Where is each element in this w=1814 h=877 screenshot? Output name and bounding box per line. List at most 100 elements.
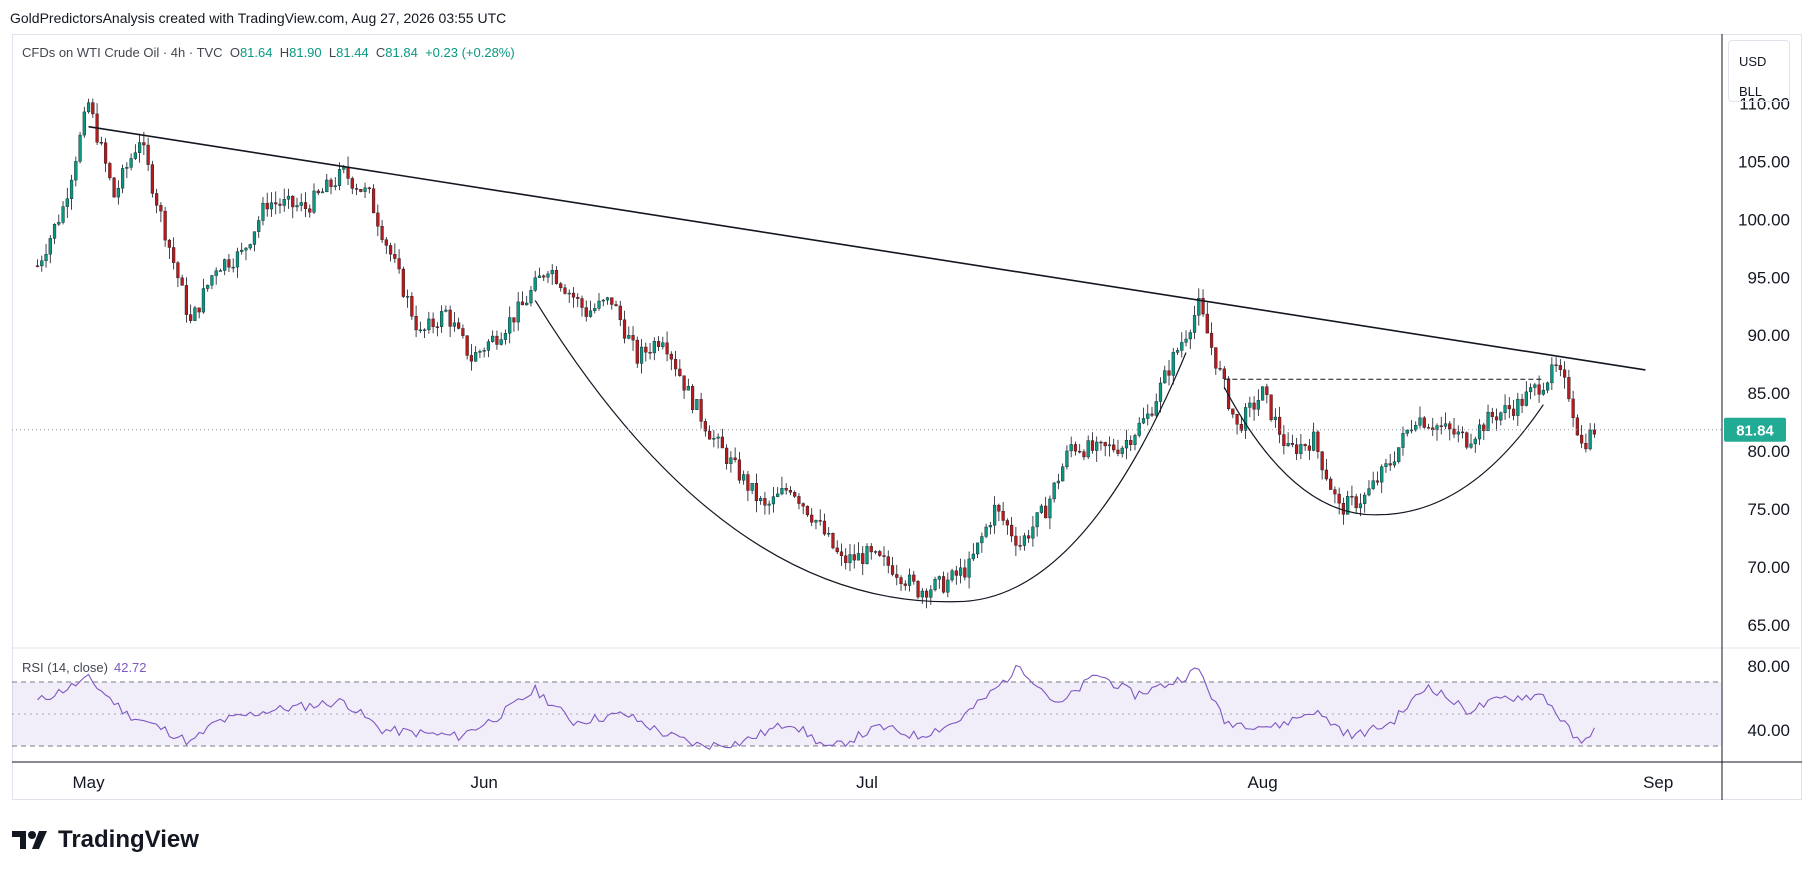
candle-body: [1014, 535, 1018, 546]
candle-body: [529, 290, 533, 304]
candle-body: [1188, 332, 1192, 340]
price-chart[interactable]: 110.00 105.00 100.00 95.00 90.00 85.00 80.00 75…: [0, 0, 1814, 800]
candle-body: [218, 270, 223, 272]
candle-body: [682, 375, 686, 391]
candle-body: [1320, 451, 1324, 471]
candle-body: [627, 335, 631, 339]
candle-body: [1299, 444, 1303, 454]
candle-body: [440, 311, 444, 327]
candle-body: [269, 202, 274, 210]
candle-body: [393, 254, 397, 259]
candle-body: [1473, 438, 1477, 445]
candle-body: [1048, 498, 1052, 519]
candle-body: [771, 496, 776, 505]
tradingview-logo-icon: [12, 831, 47, 849]
candle-body: [763, 498, 767, 506]
candle-body: [1082, 451, 1086, 458]
candle-body: [367, 187, 371, 190]
candle-body: [1324, 469, 1329, 480]
unit-bll[interactable]: BLL: [1739, 84, 1763, 99]
candle-body: [1001, 511, 1005, 521]
candle-body: [1252, 402, 1256, 410]
candle-body: [1486, 411, 1490, 432]
candle-body: [133, 152, 137, 159]
candle-body: [1107, 444, 1112, 447]
candle-body: [878, 551, 882, 556]
candle-body: [116, 187, 120, 198]
candle-body: [1346, 496, 1350, 515]
candle-body: [65, 198, 69, 207]
candle-body: [690, 386, 695, 410]
candle-body: [988, 525, 992, 528]
candle-body: [452, 322, 456, 327]
open-label: O: [229, 45, 240, 60]
candle-body: [1584, 443, 1588, 450]
candle-body: [1563, 369, 1567, 378]
candle-body: [873, 551, 878, 553]
candle-body: [644, 346, 648, 353]
candle-body: [550, 270, 554, 275]
candle-body: [291, 195, 295, 208]
descending-trendline: [88, 125, 1646, 371]
rsi-legend: RSI (14, close) 42.72: [22, 660, 147, 675]
candle-body: [1167, 370, 1171, 376]
candle-body: [1056, 480, 1061, 484]
candle-body: [831, 533, 835, 549]
candle-body: [1205, 313, 1209, 334]
candle-body: [1448, 423, 1452, 430]
candle-body: [176, 262, 180, 279]
tradingview-logo[interactable]: TradingView: [12, 826, 199, 854]
candle-body: [231, 266, 235, 269]
candle-body: [984, 526, 988, 537]
candle-body: [1129, 439, 1133, 445]
candle-body: [1575, 417, 1579, 436]
candle-body: [82, 111, 86, 136]
low-label: L: [328, 45, 337, 60]
candle-body: [1545, 382, 1550, 391]
candle-body: [1061, 466, 1065, 482]
candle-body: [708, 430, 712, 440]
candle-body: [112, 177, 116, 198]
candle-body: [1337, 493, 1341, 504]
candle-body: [937, 576, 941, 580]
open-value: 81.64: [239, 45, 273, 60]
candle-body: [1558, 365, 1562, 371]
candle-body: [1371, 480, 1375, 489]
candle-body: [605, 297, 610, 301]
candle-body: [716, 436, 720, 439]
candle-body: [308, 208, 312, 213]
candle-body: [924, 590, 929, 598]
candle-body: [844, 555, 848, 564]
currency-usd[interactable]: USD: [1739, 54, 1767, 69]
candle-body: [1248, 402, 1252, 408]
candle-body: [423, 329, 427, 331]
candle-body: [1035, 512, 1039, 528]
candle-body: [1120, 447, 1124, 454]
candle-body: [1146, 413, 1150, 419]
time-tick-label: Jun: [470, 773, 497, 792]
symbol-legend: CFDs on WTI Crude Oil · 4h · TVC O81.64 …: [22, 45, 515, 60]
candle-body: [1031, 526, 1035, 539]
price-tick-label: 75.00: [1747, 500, 1790, 519]
candle-body: [1307, 445, 1311, 451]
currency-selector[interactable]: USD BLL: [1728, 40, 1790, 102]
candle-body: [1269, 394, 1273, 420]
candle-body: [669, 353, 673, 360]
candle-body: [835, 547, 839, 553]
candle-body: [1052, 482, 1056, 500]
price-tick-label: 80.00: [1747, 442, 1790, 461]
candle-body: [337, 169, 342, 186]
candle-body: [1192, 315, 1197, 333]
candle-body: [563, 287, 567, 294]
candle-body: [886, 556, 890, 566]
candle-body: [1354, 496, 1358, 509]
candle-body: [673, 358, 678, 370]
candle-body: [656, 341, 661, 347]
candle-body: [103, 142, 108, 164]
candle-body: [1499, 412, 1503, 421]
candle-body: [1511, 408, 1516, 416]
candle-body: [597, 300, 601, 309]
candle-body: [1180, 342, 1184, 351]
candle-body: [810, 514, 814, 523]
candle-body: [142, 142, 146, 146]
